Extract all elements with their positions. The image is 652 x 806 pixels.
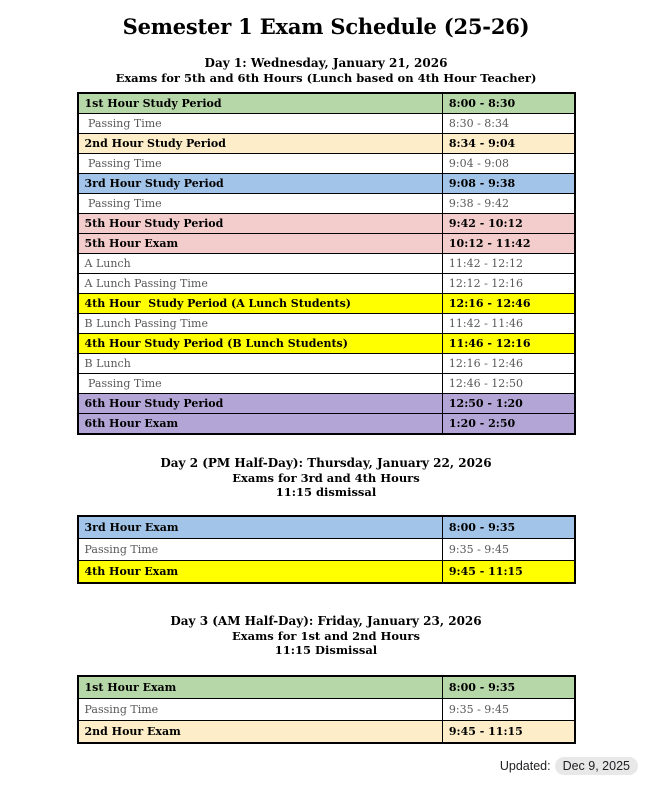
day-heading-subline: 11:15 Dismissal xyxy=(274,643,378,657)
table-row: 3rd Hour Exam 8:00 - 9:35 xyxy=(77,515,576,539)
period-label-cell: 4th Hour Study Period (A Lunch Students) xyxy=(77,293,443,314)
table-row: 4th Hour Study Period (A Lunch Students)… xyxy=(77,293,576,314)
period-label-cell: Passing Time xyxy=(77,193,443,214)
period-label-cell: 4th Hour Study Period (B Lunch Students) xyxy=(77,333,443,354)
table-row: A Lunch 11:42 - 12:12 xyxy=(77,253,576,274)
table-row: 6th Hour Exam 1:20 - 2:50 xyxy=(77,413,576,435)
updated-date-chip[interactable]: Dec 9, 2025 xyxy=(554,757,638,775)
period-label-cell: B Lunch Passing Time xyxy=(77,313,443,334)
schedule-table: 3rd Hour Exam 8:00 - 9:35 Passing Time 9:35… xyxy=(76,515,576,584)
table-row: Passing Time 9:04 - 9:08 xyxy=(77,153,576,174)
table-row: 1st Hour Study Period 8:00 - 8:30 xyxy=(77,92,576,114)
day-heading-subline: Exams for 1st and 2nd Hours xyxy=(232,629,420,643)
table-row: Passing Time 12:46 - 12:50 xyxy=(77,373,576,394)
day-heading-subline: Exams for 3rd and 4th Hours xyxy=(232,471,420,485)
table-row: 5th Hour Exam 10:12 - 11:42 xyxy=(77,233,576,254)
day-heading-subline: 11:15 dismissal xyxy=(275,485,377,499)
day-heading: Day 3 (AM Half-Day): Friday, January 23,… xyxy=(77,614,576,657)
time-range-cell: 9:35 - 9:45 xyxy=(441,698,576,721)
day-heading-line: Day 2 (PM Half-Day): Thursday, January 2… xyxy=(160,456,492,470)
period-label-cell: Passing Time xyxy=(77,698,443,721)
day-section: Day 1: Wednesday, January 21, 2026 Exams … xyxy=(76,56,576,435)
day-section: Day 3 (AM Half-Day): Friday, January 23,… xyxy=(76,614,576,744)
schedule-table: 1st Hour Exam 8:00 - 9:35 Passing Time 9:35… xyxy=(76,675,576,744)
period-label-cell: 3rd Hour Exam xyxy=(77,515,443,539)
period-label-cell: 6th Hour Study Period xyxy=(77,393,443,414)
table-row: Passing Time 9:35 - 9:45 xyxy=(77,698,576,721)
footer: Updated: Dec 9, 2025 xyxy=(500,757,638,775)
period-label-cell: A Lunch xyxy=(77,253,443,274)
time-range-cell: 9:45 - 11:15 xyxy=(441,560,576,584)
period-label-cell: Passing Time xyxy=(77,153,443,174)
table-row: 4th Hour Exam 9:45 - 11:15 xyxy=(77,560,576,584)
day-heading-subline: Exams for 5th and 6th Hours (Lunch based… xyxy=(115,71,537,85)
period-label-cell: 3rd Hour Study Period xyxy=(77,173,443,194)
period-label-cell: Passing Time xyxy=(77,373,443,394)
table-row: 2nd Hour Exam 9:45 - 11:15 xyxy=(77,720,576,744)
table-row: 2nd Hour Study Period 8:34 - 9:04 xyxy=(77,133,576,154)
time-range-cell: 1:20 - 2:50 xyxy=(441,413,576,435)
table-row: 4th Hour Study Period (B Lunch Students)… xyxy=(77,333,576,354)
time-range-cell: 9:35 - 9:45 xyxy=(441,538,576,561)
period-label-cell: Passing Time xyxy=(77,538,443,561)
time-range-cell: 9:08 - 9:38 xyxy=(441,173,576,194)
time-range-cell: 12:46 - 12:50 xyxy=(441,373,576,394)
table-row: Passing Time 9:35 - 9:45 xyxy=(77,538,576,561)
time-range-cell: 12:16 - 12:46 xyxy=(441,353,576,374)
period-label-cell: 5th Hour Study Period xyxy=(77,213,443,234)
period-label-cell: B Lunch xyxy=(77,353,443,374)
time-range-cell: 10:12 - 11:42 xyxy=(441,233,576,254)
period-label-cell: 5th Hour Exam xyxy=(77,233,443,254)
table-row: Passing Time 9:38 - 9:42 xyxy=(77,193,576,214)
time-range-cell: 8:00 - 8:30 xyxy=(441,92,576,114)
table-row: 1st Hour Exam 8:00 - 9:35 xyxy=(77,675,576,699)
table-row: A Lunch Passing Time 12:12 - 12:16 xyxy=(77,273,576,294)
day-heading: Day 2 (PM Half-Day): Thursday, January 2… xyxy=(77,456,576,499)
time-range-cell: 8:34 - 9:04 xyxy=(441,133,576,154)
period-label-cell: 4th Hour Exam xyxy=(77,560,443,584)
page-title: Semester 1 Exam Schedule (25-26) xyxy=(122,14,530,39)
schedule-table: 1st Hour Study Period 8:00 - 8:30 Passing… xyxy=(76,92,576,435)
period-label-cell: 1st Hour Study Period xyxy=(77,92,443,114)
time-range-cell: 11:46 - 12:16 xyxy=(441,333,576,354)
time-range-cell: 9:04 - 9:08 xyxy=(441,153,576,174)
day-heading: Day 1: Wednesday, January 21, 2026 Exams … xyxy=(77,56,576,85)
time-range-cell: 11:42 - 12:12 xyxy=(441,253,576,274)
table-row: B Lunch Passing Time 11:42 - 11:46 xyxy=(77,313,576,334)
table-row: 5th Hour Study Period 9:42 - 10:12 xyxy=(77,213,576,234)
period-label-cell: 2nd Hour Study Period xyxy=(77,133,443,154)
day-heading-line: Day 3 (AM Half-Day): Friday, January 23,… xyxy=(170,614,482,628)
table-row: 3rd Hour Study Period 9:08 - 9:38 xyxy=(77,173,576,194)
time-range-cell: 8:00 - 9:35 xyxy=(441,515,576,539)
time-range-cell: 9:45 - 11:15 xyxy=(441,720,576,744)
period-label-cell: 2nd Hour Exam xyxy=(77,720,443,744)
day-heading-line: Day 1: Wednesday, January 21, 2026 xyxy=(204,56,448,70)
table-row: B Lunch 12:16 - 12:46 xyxy=(77,353,576,374)
time-range-cell: 12:50 - 1:20 xyxy=(441,393,576,414)
time-range-cell: 9:38 - 9:42 xyxy=(441,193,576,214)
time-range-cell: 12:16 - 12:46 xyxy=(441,293,576,314)
table-row: 6th Hour Study Period 12:50 - 1:20 xyxy=(77,393,576,414)
schedule-sections: Day 1: Wednesday, January 21, 2026 Exams … xyxy=(0,56,652,744)
time-range-cell: 9:42 - 10:12 xyxy=(441,213,576,234)
time-range-cell: 11:42 - 11:46 xyxy=(441,313,576,334)
time-range-cell: 8:00 - 9:35 xyxy=(441,675,576,699)
time-range-cell: 12:12 - 12:16 xyxy=(441,273,576,294)
period-label-cell: Passing Time xyxy=(77,113,443,134)
table-row: Passing Time 8:30 - 8:34 xyxy=(77,113,576,134)
updated-label: Updated: xyxy=(499,759,551,773)
day-section: Day 2 (PM Half-Day): Thursday, January 2… xyxy=(76,456,576,584)
period-label-cell: 1st Hour Exam xyxy=(77,675,443,699)
period-label-cell: 6th Hour Exam xyxy=(77,413,443,435)
time-range-cell: 8:30 - 8:34 xyxy=(441,113,576,134)
period-label-cell: A Lunch Passing Time xyxy=(77,273,443,294)
